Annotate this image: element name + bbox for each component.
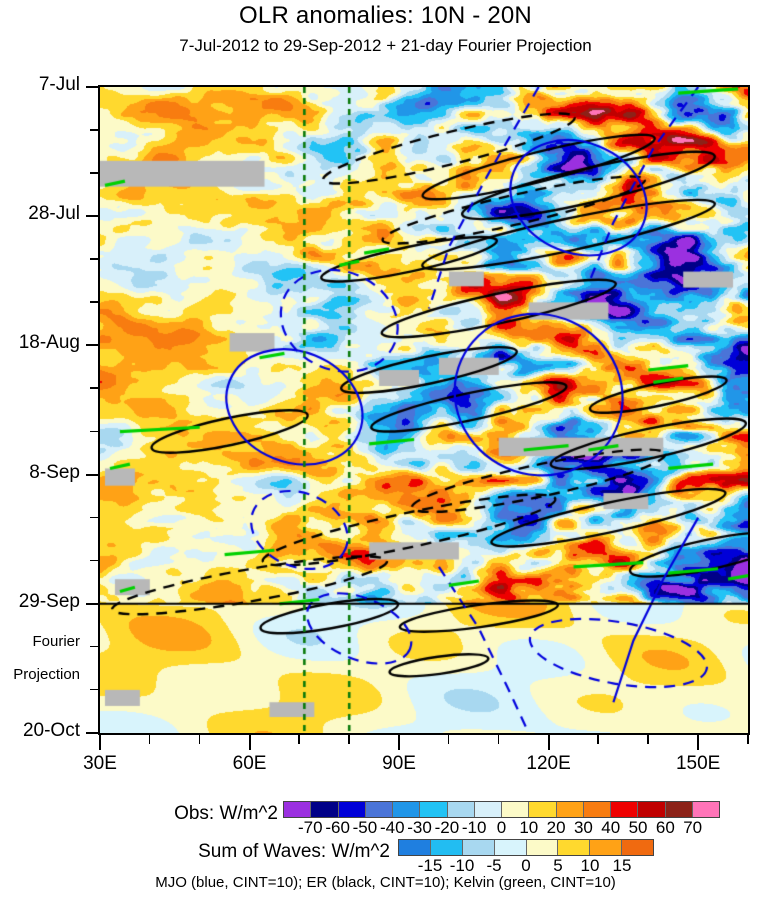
colorbar-swatch bbox=[692, 802, 719, 817]
colorbar-tick-label: 0 bbox=[521, 856, 531, 875]
fourier-projection-annotation-line1: Fourier bbox=[32, 632, 80, 650]
y-axis-label: 7-Jul bbox=[38, 74, 80, 95]
colorbar-tick-label: -10 bbox=[449, 856, 475, 875]
colorbar-swatch bbox=[526, 840, 559, 855]
y-axis-minor-tick bbox=[90, 516, 100, 519]
colorbar-swatch bbox=[393, 802, 421, 817]
colorbar-tick-label: 40 bbox=[601, 818, 621, 837]
colorbar-swatch bbox=[665, 802, 693, 817]
y-axis-minor-tick bbox=[90, 258, 100, 260]
y-axis-major-tick bbox=[86, 732, 100, 734]
x-axis-minor-tick bbox=[747, 735, 749, 744]
y-axis-label: 8-Sep bbox=[29, 461, 80, 483]
colorbar-tick-label: 50 bbox=[628, 818, 648, 837]
waves-colorbar-label: Sum of Waves: W/m^2 bbox=[198, 841, 390, 862]
x-axis-major-tick bbox=[248, 735, 251, 750]
y-axis-label: 28-Jul bbox=[28, 203, 80, 225]
colorbar-swatch bbox=[420, 802, 448, 817]
y-axis-minor-tick bbox=[90, 559, 100, 562]
x-axis-major-tick bbox=[398, 735, 401, 750]
x-axis-label: 150E bbox=[675, 753, 721, 774]
colorbar-swatch bbox=[430, 840, 463, 855]
colorbar-swatch bbox=[558, 840, 591, 855]
x-axis-minor-tick bbox=[348, 735, 350, 744]
colorbar-swatch bbox=[284, 802, 312, 817]
colorbar-swatch bbox=[365, 802, 393, 817]
colorbar-tick-label: -20 bbox=[434, 818, 460, 837]
y-axis-major-tick bbox=[86, 602, 100, 605]
colorbar-swatch bbox=[502, 802, 530, 817]
colorbar-swatch bbox=[399, 840, 431, 855]
colorbar-swatch bbox=[590, 840, 623, 855]
y-axis-minor-tick bbox=[90, 430, 100, 433]
y-axis-label: 18-Aug bbox=[18, 332, 80, 354]
colorbar-tick-label: -10 bbox=[461, 818, 487, 837]
obs-colorbar-label: Obs: W/m^2 bbox=[174, 803, 278, 824]
y-axis-minor-tick bbox=[90, 387, 100, 389]
colorbar-swatch bbox=[311, 802, 339, 817]
x-axis-minor-tick bbox=[298, 735, 300, 744]
x-axis-minor-tick bbox=[647, 735, 649, 744]
colorbar-swatch bbox=[611, 802, 639, 817]
x-axis-label: 30E bbox=[83, 753, 117, 774]
y-axis-major-tick bbox=[86, 86, 100, 88]
x-axis-major-tick bbox=[697, 735, 700, 750]
wave-contour-overlay bbox=[100, 87, 748, 733]
colorbar-swatch bbox=[447, 802, 475, 817]
obs-colorbar[interactable]: -70 -60 -50 -40 -30 -20 -10 0 10 20 30 40 50 60 70 bbox=[283, 801, 720, 840]
y-axis-minor-tick bbox=[90, 688, 100, 691]
y-axis-major-tick bbox=[86, 473, 100, 476]
colorbar-tick-label: 15 bbox=[612, 856, 632, 875]
y-axis-minor-tick bbox=[90, 172, 100, 174]
page-title: OLR anomalies: 10N - 20N bbox=[239, 2, 532, 29]
colorbar-swatch bbox=[556, 802, 584, 817]
colorbar-tick-label: 10 bbox=[519, 818, 539, 837]
colorbar-swatch bbox=[338, 802, 366, 817]
page-subtitle: 7-Jul-2012 to 29-Sep-2012 + 21-day Fouri… bbox=[179, 36, 592, 55]
y-axis-minor-tick bbox=[90, 301, 100, 303]
colorbar-swatch bbox=[622, 840, 653, 855]
x-axis-minor-tick bbox=[597, 735, 599, 744]
y-axis-label: 29-Sep bbox=[18, 590, 80, 612]
x-axis-minor-tick bbox=[148, 735, 151, 744]
x-axis-label: 90E bbox=[382, 753, 416, 774]
x-axis-minor-tick bbox=[198, 735, 201, 744]
colorbar-tick-label: 0 bbox=[496, 818, 507, 837]
y-axis-minor-tick bbox=[90, 129, 100, 131]
colorbar-tick-label: 5 bbox=[553, 856, 563, 875]
x-axis-minor-tick bbox=[497, 735, 500, 744]
colorbar-tick-label: -40 bbox=[379, 818, 405, 837]
fourier-projection-annotation-line2: Projection bbox=[13, 665, 80, 683]
y-axis-major-tick bbox=[86, 344, 100, 347]
colorbar-tick-label: 70 bbox=[683, 818, 703, 837]
x-axis-label: 60E bbox=[232, 753, 267, 774]
colorbar-swatch bbox=[638, 802, 666, 817]
colorbar-swatch bbox=[462, 840, 495, 855]
x-axis-minor-tick bbox=[447, 735, 450, 744]
colorbar-swatch bbox=[529, 802, 557, 817]
wave-legend-note: MJO (blue, CINT=10); ER (black, CINT=10)… bbox=[155, 874, 616, 891]
colorbar-tick-label: -15 bbox=[417, 856, 443, 875]
y-axis-minor-tick bbox=[90, 645, 100, 648]
colorbar-swatch bbox=[474, 802, 502, 817]
colorbar-tick-label: 10 bbox=[580, 856, 600, 875]
y-axis-major-tick bbox=[86, 215, 100, 218]
colorbar-tick-label: 20 bbox=[546, 818, 566, 837]
waves-colorbar[interactable]: -15 -10 -5 0 5 10 15 bbox=[398, 839, 654, 878]
colorbar-swatch bbox=[583, 802, 611, 817]
colorbar-tick-label: -60 bbox=[325, 818, 350, 837]
colorbar-tick-label: -30 bbox=[407, 818, 432, 837]
colorbar-tick-label: -50 bbox=[352, 818, 378, 837]
x-axis-major-tick bbox=[547, 735, 550, 750]
colorbar-tick-label: -5 bbox=[486, 856, 502, 875]
x-axis-label: 120E bbox=[526, 753, 571, 774]
colorbar-tick-label: 30 bbox=[573, 818, 593, 837]
hovmoller-plot[interactable] bbox=[98, 85, 750, 735]
colorbar-tick-label: -70 bbox=[298, 818, 323, 837]
x-axis-major-tick bbox=[99, 735, 101, 750]
colorbar-tick-label: 60 bbox=[655, 818, 675, 837]
colorbar-swatch bbox=[494, 840, 527, 855]
y-axis-label: 20-Oct bbox=[22, 720, 80, 741]
